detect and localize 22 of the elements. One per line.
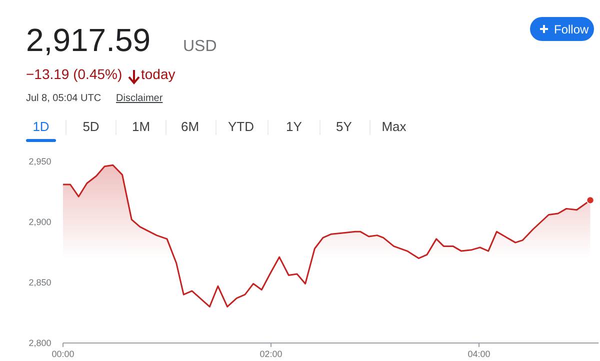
text: Disclaimer bbox=[116, 93, 164, 104]
x-tick-label: 02:00 bbox=[260, 349, 282, 359]
x-tick-label: 00:00 bbox=[52, 349, 74, 359]
x-tick-label: 04:00 bbox=[468, 349, 490, 359]
y-tick-label: 2,900 bbox=[28, 217, 52, 227]
text: Max bbox=[382, 119, 407, 134]
text: 1Y bbox=[286, 119, 302, 134]
y-tick-label: 2,800 bbox=[28, 338, 52, 348]
text: 1M bbox=[132, 119, 150, 134]
text: 5D bbox=[82, 119, 100, 134]
text: 1D bbox=[32, 119, 50, 134]
text: Follow bbox=[554, 22, 590, 36]
text: 6M bbox=[180, 119, 200, 134]
y-tick-label: 2,950 bbox=[28, 156, 52, 166]
text: Jul 8, 05:04 UTC bbox=[26, 93, 102, 104]
text: today bbox=[141, 66, 176, 82]
text: USD bbox=[183, 38, 217, 55]
text: YTD bbox=[228, 119, 254, 134]
text: −13.19 (0.45%) bbox=[26, 66, 122, 82]
chart-title: 2,917.59 bbox=[26, 22, 151, 58]
text: 5Y bbox=[336, 119, 352, 134]
y-tick-label: 2,850 bbox=[28, 278, 52, 288]
